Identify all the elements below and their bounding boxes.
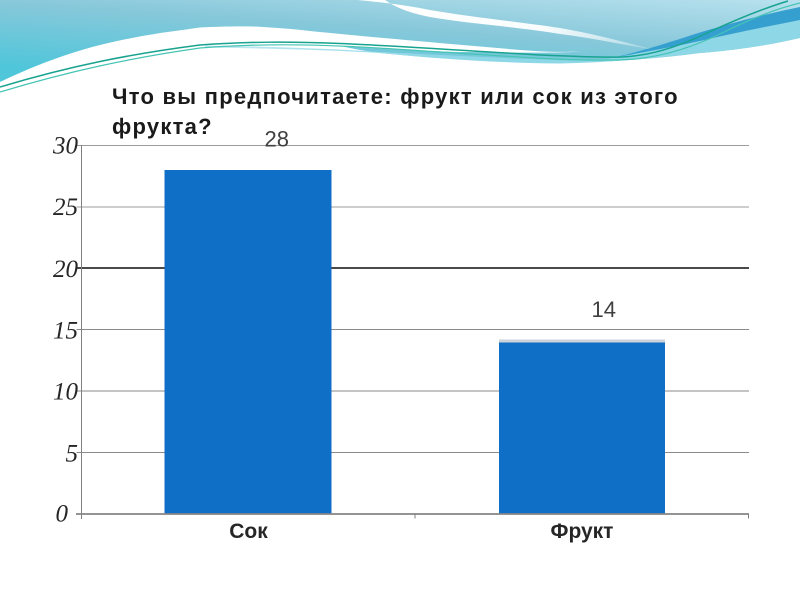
svg-text:5: 5 bbox=[66, 441, 79, 468]
svg-text:28: 28 bbox=[264, 127, 288, 152]
svg-text:15: 15 bbox=[53, 318, 78, 345]
svg-text:Сок: Сок bbox=[229, 520, 268, 543]
svg-text:10: 10 bbox=[53, 379, 79, 406]
svg-text:20: 20 bbox=[53, 256, 79, 283]
svg-text:Фрукт: Фрукт bbox=[551, 520, 614, 543]
svg-text:25: 25 bbox=[53, 194, 78, 221]
svg-text:14: 14 bbox=[591, 297, 615, 322]
svg-text:0: 0 bbox=[56, 501, 69, 528]
svg-text:30: 30 bbox=[52, 133, 79, 160]
